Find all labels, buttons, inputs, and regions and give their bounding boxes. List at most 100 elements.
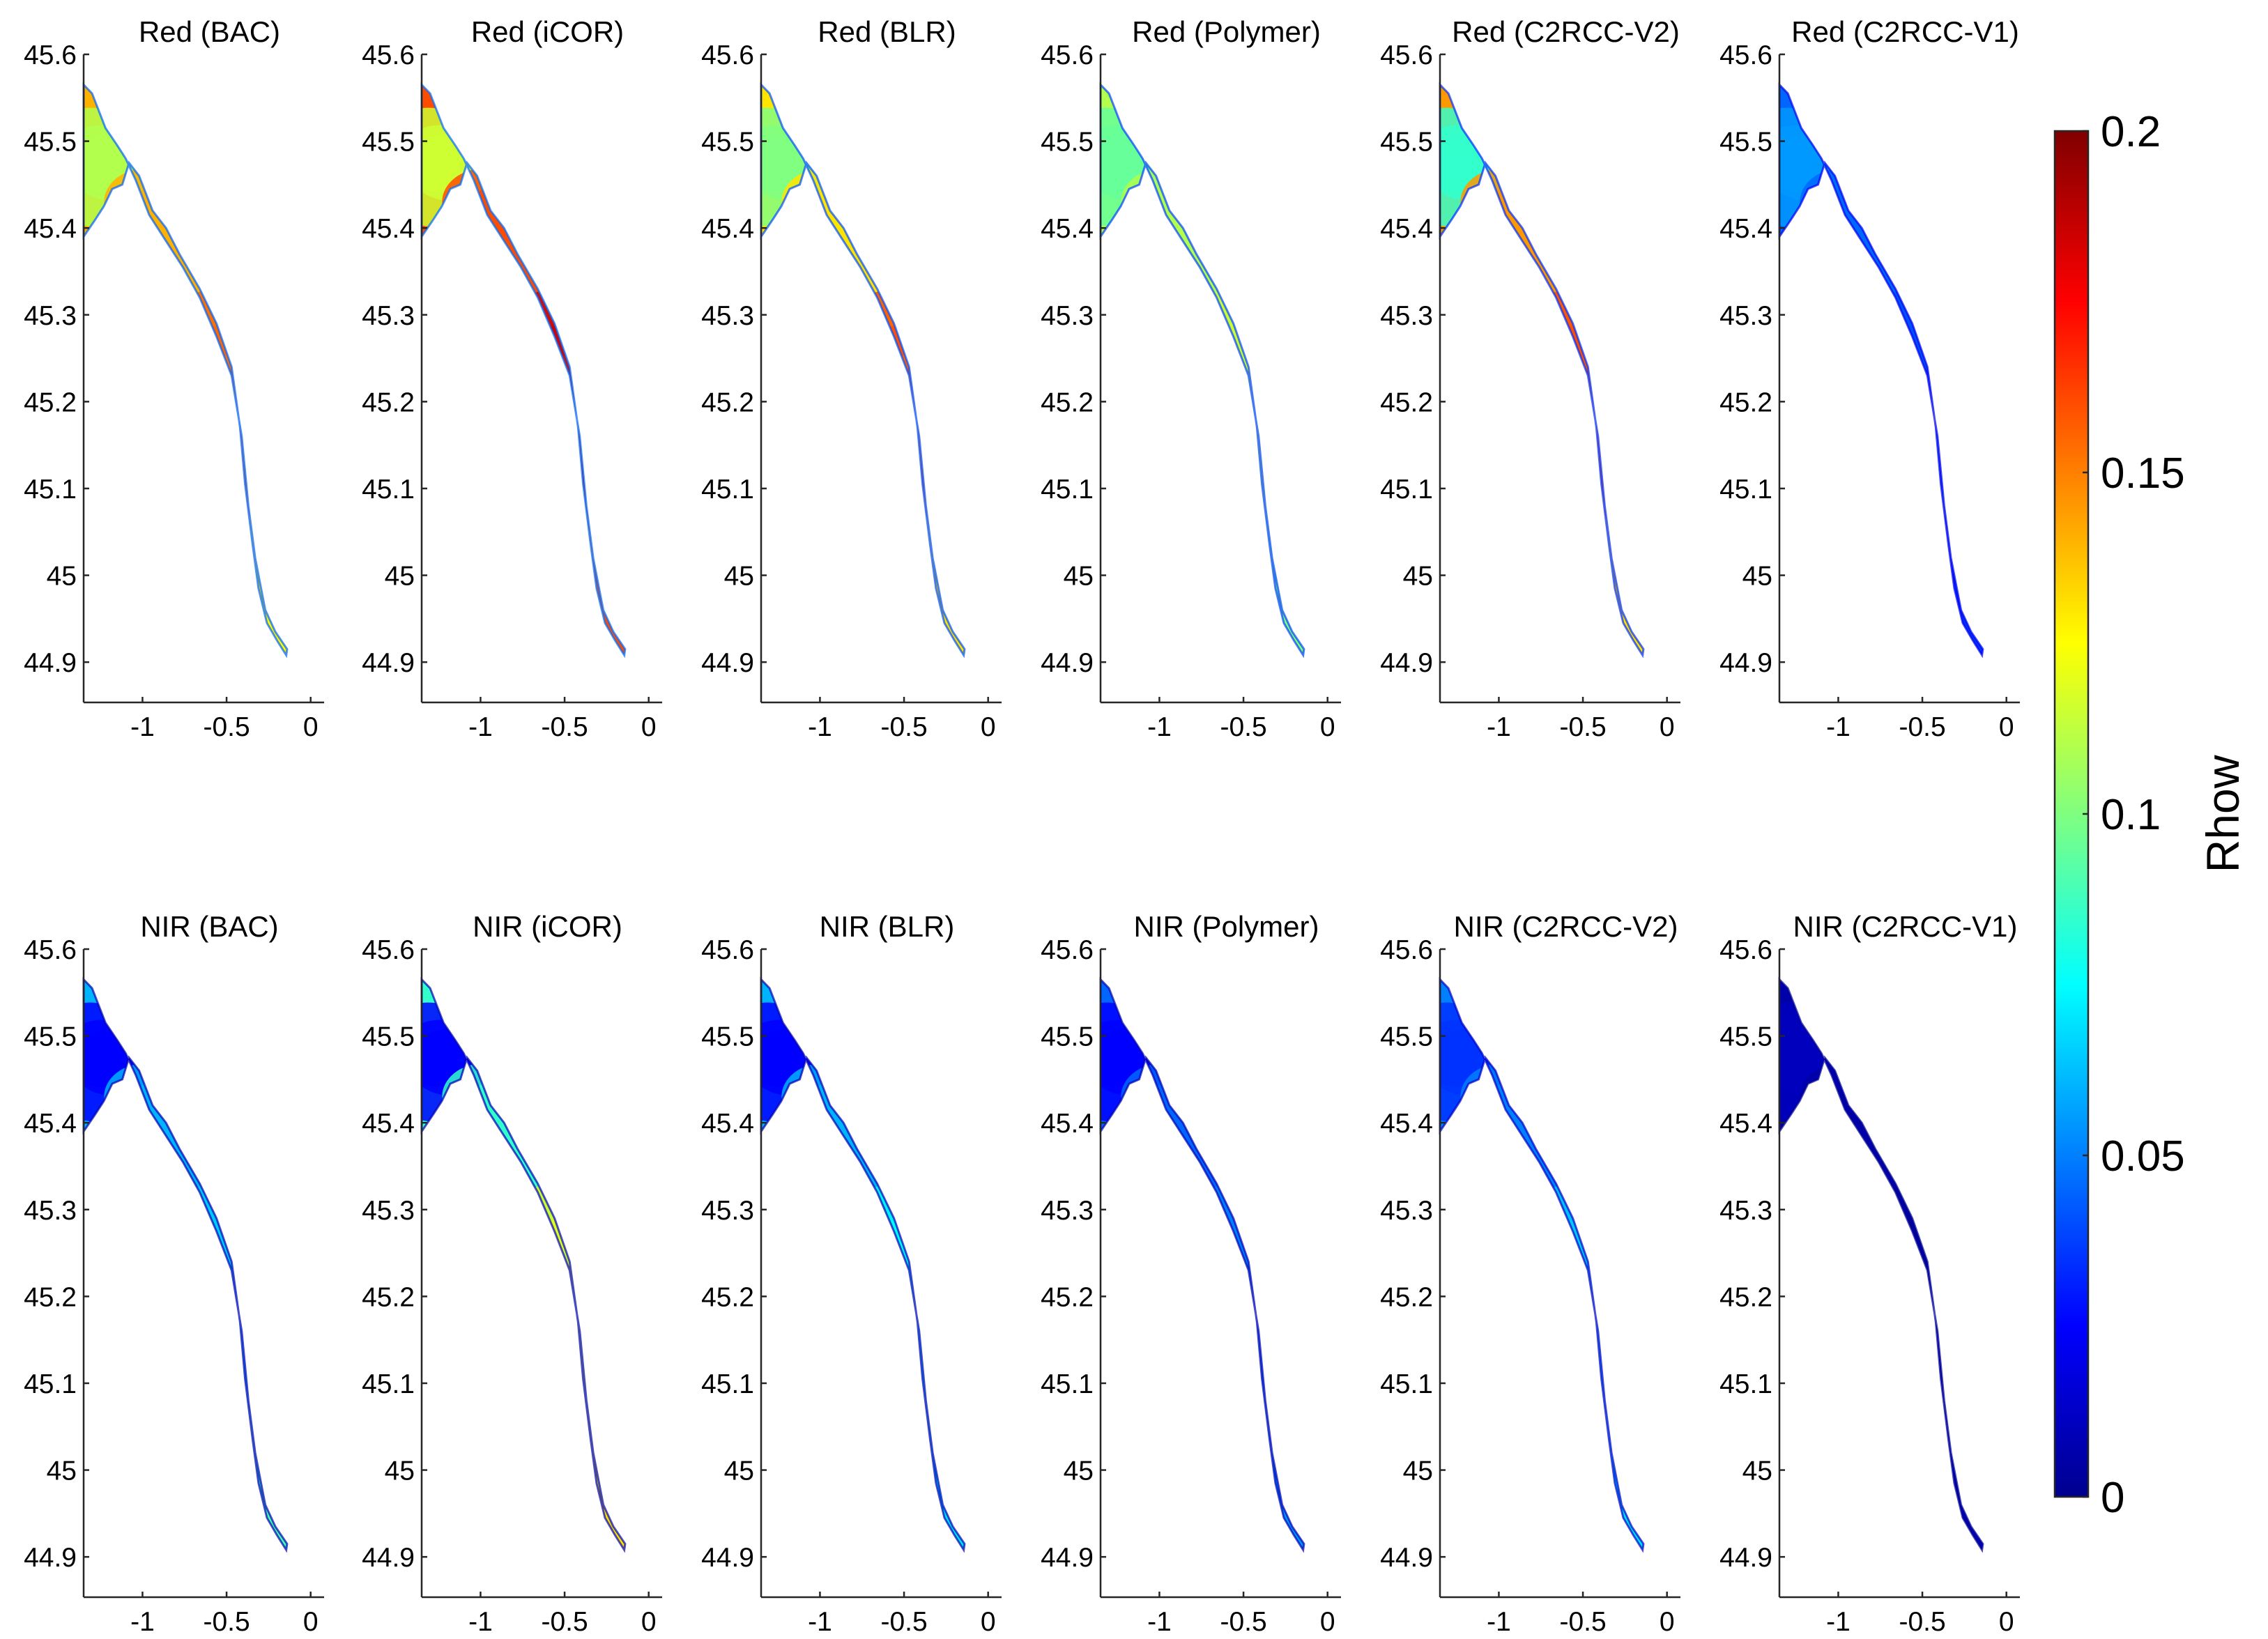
reflectance-patch — [482, 1124, 567, 1191]
reflectance-patch — [1840, 229, 1924, 296]
y-tick-label: 45.5 — [24, 1022, 77, 1052]
y-tick-label: 45.1 — [1041, 475, 1094, 505]
x-tick-label: 0 — [981, 1607, 996, 1637]
panel-title: Red (Polymer) — [1132, 15, 1321, 48]
estuary-shoreline — [82, 976, 289, 1553]
reflectance-patch — [171, 290, 255, 357]
y-tick-label: 45.4 — [24, 1109, 77, 1139]
reflectance-patch — [1840, 1124, 1924, 1191]
y-tick-label: 45.5 — [1719, 1022, 1772, 1052]
y-tick-label: 45.1 — [24, 475, 77, 505]
y-tick-label: 45.2 — [1041, 387, 1094, 417]
y-tick-label: 45.3 — [24, 1196, 77, 1226]
y-tick-label: 45.2 — [1041, 1282, 1094, 1312]
reflectance-patch — [185, 1219, 269, 1287]
y-tick-label: 45.1 — [1380, 1369, 1433, 1399]
y-tick-label: 45.1 — [24, 1369, 77, 1399]
y-tick-label: 45.6 — [1719, 935, 1772, 965]
map-panel: 44.9 45 45.1 45.2 45.3 45.4 45.5 45.6 -1 -0.5 0 NIR… — [362, 910, 662, 1637]
panel-title: NIR (iCOR) — [473, 910, 622, 943]
map-panel: 44.9 45 45.1 45.2 45.3 45.4 45.5 45.6 -1 -0.5 0 Red… — [701, 15, 1002, 742]
y-tick-label: 44.9 — [1041, 1543, 1094, 1573]
y-tick-label: 45.4 — [1380, 214, 1433, 244]
y-tick-label: 45.6 — [1041, 40, 1094, 70]
map-panel: 44.9 45 45.1 45.2 45.3 45.4 45.5 45.6 -1 -0.5 0 NIR… — [1719, 910, 2020, 1637]
map-panel: 44.9 45 45.1 45.2 45.3 45.4 45.5 45.6 -1 -0.5 0 NIR… — [1380, 910, 1680, 1637]
y-tick-label: 45.2 — [24, 387, 77, 417]
x-tick-label: 0 — [1320, 712, 1335, 742]
y-tick-label: 45.4 — [24, 214, 77, 244]
y-tick-label: 45.3 — [24, 301, 77, 331]
reflectance-patch — [862, 325, 947, 392]
y-tick-label: 44.9 — [1380, 1543, 1433, 1573]
y-tick-label: 45.2 — [1719, 1282, 1772, 1312]
y-tick-label: 45 — [385, 1456, 415, 1486]
y-tick-label: 45.5 — [362, 128, 415, 157]
x-tick-label: -1 — [1147, 712, 1172, 742]
y-tick-label: 45.3 — [1719, 301, 1772, 331]
reflectance-field — [422, 1002, 625, 1550]
x-tick-label: -0.5 — [880, 1607, 927, 1637]
estuary-shoreline — [1439, 976, 1645, 1553]
y-tick-label: 45 — [724, 1456, 754, 1486]
reflectance-patch — [1527, 1185, 1611, 1252]
reflectance-patch — [144, 1124, 229, 1191]
y-tick-label: 45.5 — [1041, 128, 1094, 157]
reflectance-patch — [1867, 1185, 1951, 1252]
y-tick-label: 45 — [1742, 1456, 1772, 1486]
panel-title: NIR (Polymer) — [1133, 910, 1319, 943]
x-tick-label: -0.5 — [203, 712, 250, 742]
y-tick-label: 45.6 — [362, 40, 415, 70]
x-tick-label: -0.5 — [1559, 712, 1606, 742]
x-tick-label: -1 — [1487, 712, 1511, 742]
y-tick-label: 45.6 — [1380, 935, 1433, 965]
y-tick-label: 45.5 — [362, 1022, 415, 1052]
map-panel: 44.9 45 45.1 45.2 45.3 45.4 45.5 45.6 -1 -0.5 0 NIR… — [1041, 910, 1341, 1637]
reflectance-patch — [848, 290, 933, 357]
y-tick-label: 45.5 — [701, 1022, 754, 1052]
x-tick-label: -1 — [130, 712, 155, 742]
map-panel: 44.9 45 45.1 45.2 45.3 45.4 45.5 45.6 -1 -0.5 0 Red… — [1041, 15, 1341, 742]
estuary-shoreline — [1439, 82, 1645, 659]
colorbar-tick-label: 0 — [2101, 1474, 2124, 1522]
reflectance-field — [1440, 107, 1643, 656]
y-tick-label: 45.4 — [362, 214, 415, 244]
y-tick-label: 45.2 — [1380, 1282, 1433, 1312]
x-tick-label: 0 — [1999, 1607, 2014, 1637]
y-tick-label: 45.3 — [1380, 1196, 1433, 1226]
reflectance-patch — [1880, 1219, 1965, 1287]
x-tick-label: -1 — [130, 1607, 155, 1637]
reflectance-field — [1101, 1002, 1304, 1550]
y-tick-label: 44.9 — [1041, 648, 1094, 678]
y-tick-label: 44.9 — [24, 1543, 77, 1573]
reflectance-patch — [1867, 290, 1951, 357]
y-tick-label: 45.2 — [1719, 387, 1772, 417]
x-tick-label: -1 — [468, 712, 493, 742]
y-tick-label: 44.9 — [1719, 648, 1772, 678]
x-tick-label: -0.5 — [541, 712, 588, 742]
y-tick-label: 45.4 — [1719, 1109, 1772, 1139]
x-tick-label: -0.5 — [1220, 1607, 1266, 1637]
estuary-shoreline — [1099, 82, 1305, 659]
estuary-shoreline — [420, 82, 627, 659]
y-tick-label: 45.1 — [1380, 475, 1433, 505]
colorbar-tick-label: 0.1 — [2101, 791, 2161, 839]
reflectance-field — [422, 107, 625, 656]
reflectance-patch — [1188, 1185, 1272, 1252]
map-panel: 44.9 45 45.1 45.2 45.3 45.4 45.5 45.6 -1 -0.5 0 Red… — [1719, 15, 2020, 742]
y-tick-label: 44.9 — [362, 1543, 415, 1573]
y-tick-label: 45.1 — [1719, 1369, 1772, 1399]
y-tick-label: 45.2 — [24, 1282, 77, 1312]
panel-title: NIR (BAC) — [140, 910, 278, 943]
map-panel: 44.9 45 45.1 45.2 45.3 45.4 45.5 45.6 -1 -0.5 0 Red… — [362, 15, 662, 742]
y-tick-label: 45 — [385, 562, 415, 592]
reflectance-field — [84, 107, 287, 656]
x-tick-label: -1 — [808, 1607, 832, 1637]
reflectance-patch — [1202, 325, 1286, 392]
x-tick-label: -0.5 — [1220, 712, 1266, 742]
reflectance-patch — [482, 229, 567, 296]
x-tick-label: -0.5 — [880, 712, 927, 742]
x-tick-label: -0.5 — [203, 1607, 250, 1637]
x-tick-label: -1 — [1147, 1607, 1172, 1637]
map-panel: 44.9 45 45.1 45.2 45.3 45.4 45.5 45.6 -1 -0.5 0 NIR… — [701, 910, 1002, 1637]
